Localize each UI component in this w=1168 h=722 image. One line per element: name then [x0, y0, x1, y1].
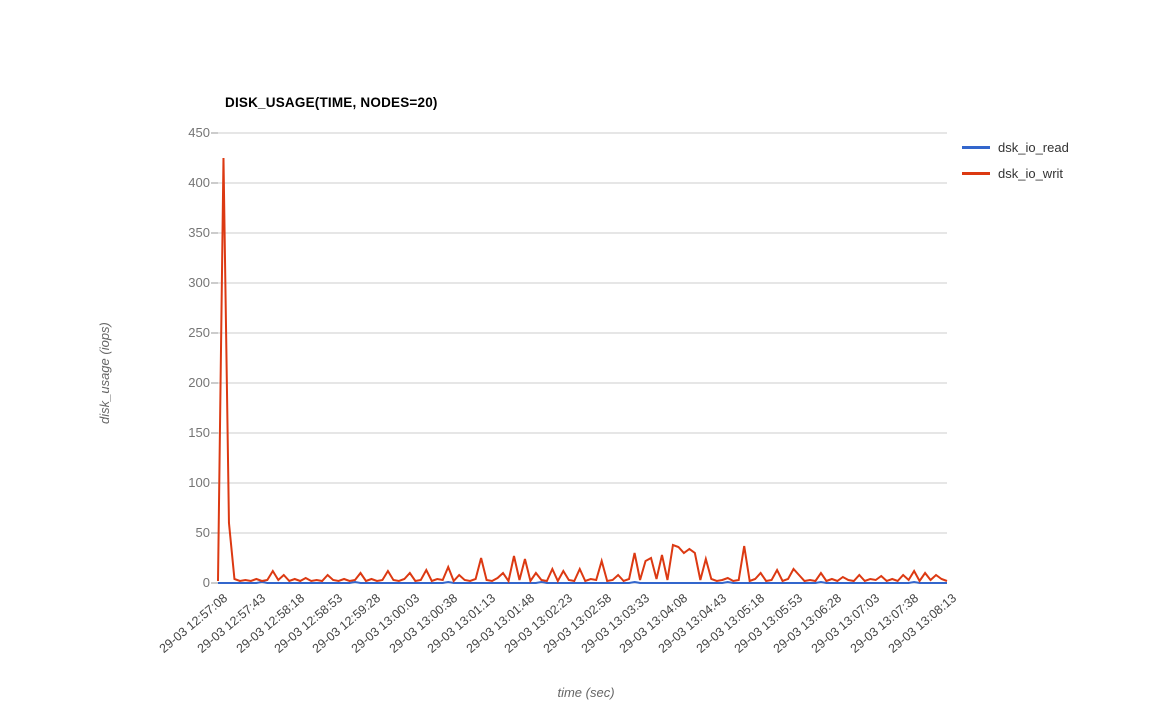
y-tick-label: 100 [188, 475, 210, 490]
legend-label-read: dsk_io_read [998, 139, 1069, 155]
y-tick-label: 350 [188, 225, 210, 240]
y-tick-label: 300 [188, 275, 210, 290]
y-tick-label: 0 [202, 575, 210, 590]
y-tick-label: 50 [195, 525, 210, 540]
legend: dsk_io_read dsk_io_writ [962, 138, 1069, 190]
x-axis-title-text: time (sec) [557, 685, 615, 700]
legend-item-writ: dsk_io_writ [962, 164, 1069, 182]
legend-line-sample-writ-icon [962, 171, 990, 175]
x-axis-title: time (sec) [0, 685, 1168, 700]
legend-item-read: dsk_io_read [962, 138, 1069, 156]
y-tick-label: 450 [188, 125, 210, 140]
y-tick-label: 150 [188, 425, 210, 440]
y-tick-label: 200 [188, 375, 210, 390]
legend-line-sample-read-icon [962, 145, 990, 149]
legend-label-writ: dsk_io_writ [998, 165, 1064, 181]
y-tick-label: 400 [188, 175, 210, 190]
chart-title: DISK_USAGE(TIME, NODES=20) [225, 95, 438, 110]
y-tick-label: 250 [188, 325, 210, 340]
